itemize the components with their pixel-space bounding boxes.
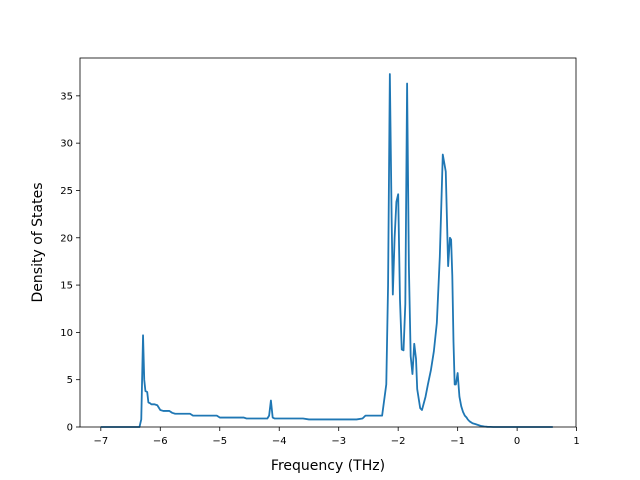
x-tick-label: −7 <box>93 436 108 447</box>
y-axis-label: Density of States <box>30 183 46 303</box>
y-axis-ticks: 0 5 10 15 20 25 30 35 <box>60 91 80 434</box>
y-tick-label: 5 <box>67 375 73 386</box>
y-tick-label: 35 <box>60 91 73 102</box>
y-tick-label: 30 <box>60 139 73 150</box>
dos-series-line <box>100 73 553 428</box>
x-tick-label: −4 <box>272 436 287 447</box>
x-tick-label: 1 <box>573 436 579 447</box>
y-tick-label: 10 <box>60 328 73 339</box>
y-tick-label: 15 <box>60 281 73 292</box>
x-tick-label: −6 <box>153 436 168 447</box>
x-tick-label: −5 <box>212 436 227 447</box>
x-tick-label: −2 <box>391 436 406 447</box>
plot-area-frame <box>79 57 577 428</box>
y-tick-label: 20 <box>60 233 73 244</box>
x-axis-label: Frequency (THz) <box>271 458 385 474</box>
x-axis-ticks: −7 −6 −5 −4 −3 −2 −1 0 1 <box>93 427 580 447</box>
x-tick-label: 0 <box>514 436 520 447</box>
x-tick-label: −3 <box>331 436 346 447</box>
y-tick-label: 25 <box>60 186 73 197</box>
y-tick-label: 0 <box>67 423 73 434</box>
x-tick-label: −1 <box>450 436 465 447</box>
